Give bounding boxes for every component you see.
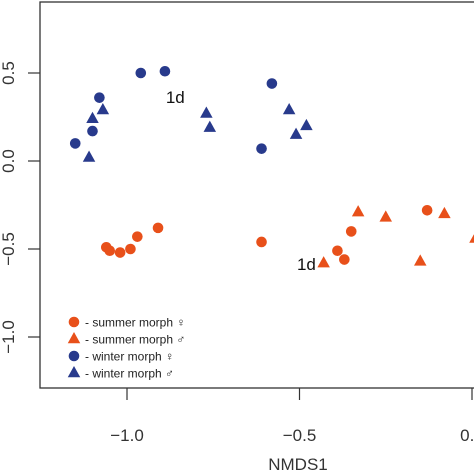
data-point-triangle — [289, 127, 303, 139]
data-point-circle — [132, 231, 143, 242]
data-point-circle — [256, 143, 267, 154]
data-point-triangle — [351, 205, 365, 217]
plot-frame — [39, 1, 474, 389]
data-point-circle — [332, 245, 343, 257]
x-tick-label: −0.5 — [283, 426, 317, 445]
data-point-triangle — [379, 210, 392, 222]
legend-entry-label: - winter morph ♂ — [85, 367, 174, 381]
data-point-triangle — [414, 254, 427, 266]
legend-entry-label: - summer morph ♀ — [85, 316, 185, 330]
cluster-label: 1d — [166, 88, 185, 107]
data-point-circle — [256, 236, 267, 248]
legend-marker-circle — [68, 316, 80, 328]
data-point-circle — [94, 92, 105, 103]
data-point-circle — [114, 247, 126, 258]
legend-entry-label: - summer morph ♂ — [85, 333, 185, 347]
data-point-circle — [87, 125, 98, 137]
cluster-annotations: 1d5d5d1d — [166, 88, 316, 274]
data-point-triangle — [438, 206, 451, 219]
x-tick-label: −1.0 — [110, 426, 144, 445]
data-point-triangle — [300, 118, 313, 131]
y-tick-label: −1.0 — [0, 320, 18, 354]
legend: - summer morph ♀ - summer morph ♂ - winter… — [67, 316, 185, 381]
legend-marker-triangle — [67, 366, 81, 378]
data-point-circle — [159, 65, 171, 77]
data-point-circle — [125, 243, 136, 255]
data-point-circle — [339, 254, 350, 265]
data-point-circle — [421, 204, 433, 216]
data-point-triangle — [317, 256, 330, 268]
data-point-circle — [104, 245, 116, 257]
data-point-triangle — [203, 120, 217, 132]
legend-marker-triangle — [67, 332, 81, 344]
x-tick-label: 0.0 — [460, 426, 474, 445]
series-2 — [69, 65, 278, 154]
data-point-circle — [345, 226, 357, 237]
series-3 — [82, 102, 313, 162]
legend-marker-circle — [68, 350, 80, 362]
data-point-circle — [69, 138, 81, 149]
data-point-triangle — [96, 102, 110, 115]
y-tick-label: 0.5 — [0, 61, 18, 85]
x-axis-title: NMDS1 — [268, 455, 328, 474]
data-point-circle — [135, 67, 147, 79]
y-tick-label: −0.5 — [0, 232, 18, 266]
axis-ticks: −1.0−0.50.00.51−1.0−0.50.00.5 — [0, 61, 474, 445]
data-point-triangle — [200, 106, 213, 118]
legend-entry-label: - winter morph ♀ — [85, 350, 174, 364]
series-1 — [317, 205, 474, 268]
data-point-triangle — [282, 102, 296, 115]
data-point-circle — [152, 222, 164, 234]
y-tick-label: 0.0 — [0, 149, 18, 173]
data-point-triangle — [82, 150, 96, 162]
data-marks — [69, 65, 474, 268]
data-point-triangle — [86, 111, 99, 124]
data-point-triangle — [469, 234, 474, 243]
series-0 — [101, 204, 433, 265]
cluster-label: 1d — [297, 255, 316, 274]
data-point-circle — [266, 78, 278, 89]
